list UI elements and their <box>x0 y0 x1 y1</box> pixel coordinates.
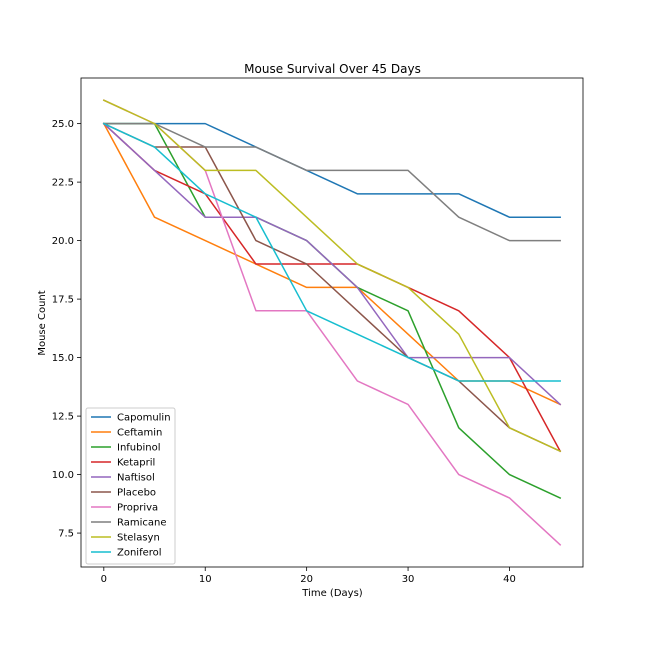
y-axis-label: Mouse Count <box>37 290 48 355</box>
y-tick-label: 10.0 <box>52 470 74 481</box>
legend-label-stelasyn: Stelasyn <box>117 533 160 544</box>
legend-label-naftisol: Naftisol <box>117 473 155 484</box>
legend-label-placebo: Placebo <box>117 488 156 499</box>
y-tick-label: 15.0 <box>52 353 74 364</box>
y-tick-label: 25.0 <box>52 119 74 130</box>
y-tick-label: 7.5 <box>58 529 74 540</box>
x-tick-label: 40 <box>503 574 516 585</box>
legend-label-ceftamin: Ceftamin <box>117 428 162 439</box>
x-tick-label: 0 <box>101 574 107 585</box>
x-tick-label: 10 <box>199 574 212 585</box>
y-tick-label: 20.0 <box>52 236 74 247</box>
y-tick-label: 17.5 <box>52 295 74 306</box>
legend: Capomulin Ceftamin Infubinol Ketapril Naftis… <box>86 408 175 564</box>
y-tick-label: 22.5 <box>52 178 74 189</box>
legend-label-ketapril: Ketapril <box>117 458 155 469</box>
legend-label-zoniferol: Zoniferol <box>117 548 162 559</box>
y-tick-label: 12.5 <box>52 412 74 423</box>
chart-title: Mouse Survival Over 45 Days <box>244 62 421 76</box>
legend-label-ramicane: Ramicane <box>117 518 167 529</box>
legend-label-propriva: Propriva <box>117 503 158 514</box>
legend-label-capomulin: Capomulin <box>117 413 171 424</box>
legend-label-infubinol: Infubinol <box>117 443 161 454</box>
x-axis-label: Time (Days) <box>301 588 363 599</box>
x-tick-label: 30 <box>402 574 415 585</box>
x-tick-label: 20 <box>300 574 313 585</box>
